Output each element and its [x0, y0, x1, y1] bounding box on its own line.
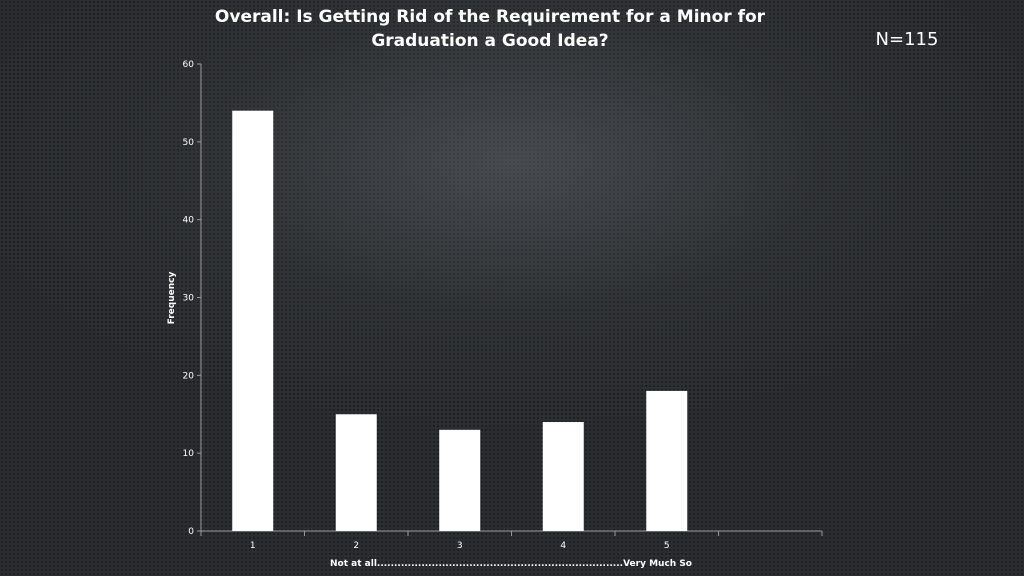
- y-axis-label: Frequency: [167, 272, 177, 325]
- bar: [646, 390, 688, 531]
- y-tick-label: 40: [183, 216, 195, 226]
- bar: [542, 422, 584, 531]
- y-tick-label: 0: [188, 527, 194, 537]
- plot-area: 0 10 20 30 40 50 60 1 2 3 4 5: [183, 60, 823, 551]
- y-tick-label: 50: [183, 138, 195, 148]
- x-tick-label: 2: [353, 541, 359, 551]
- y-tick-label: 60: [183, 60, 195, 70]
- bar: [335, 414, 377, 531]
- x-tick-label: 4: [560, 541, 566, 551]
- sample-size-label: N=115: [875, 29, 939, 50]
- bar: [232, 110, 274, 531]
- chart-title-line-2: Graduation a Good Idea?: [371, 31, 609, 51]
- x-tick-label: 1: [250, 541, 256, 551]
- chart-title-line-1: Overall: Is Getting Rid of the Requireme…: [214, 7, 766, 27]
- x-tick-label: 5: [664, 541, 670, 551]
- bar: [439, 429, 481, 531]
- y-tick-label: 20: [183, 371, 195, 381]
- x-tick-label: 3: [457, 541, 463, 551]
- chart-title: Overall: Is Getting Rid of the Requireme…: [190, 5, 790, 53]
- y-tick-label: 10: [183, 449, 195, 459]
- x-axis-label: Not at all..............................…: [330, 559, 692, 569]
- y-tick-label: 30: [183, 294, 195, 304]
